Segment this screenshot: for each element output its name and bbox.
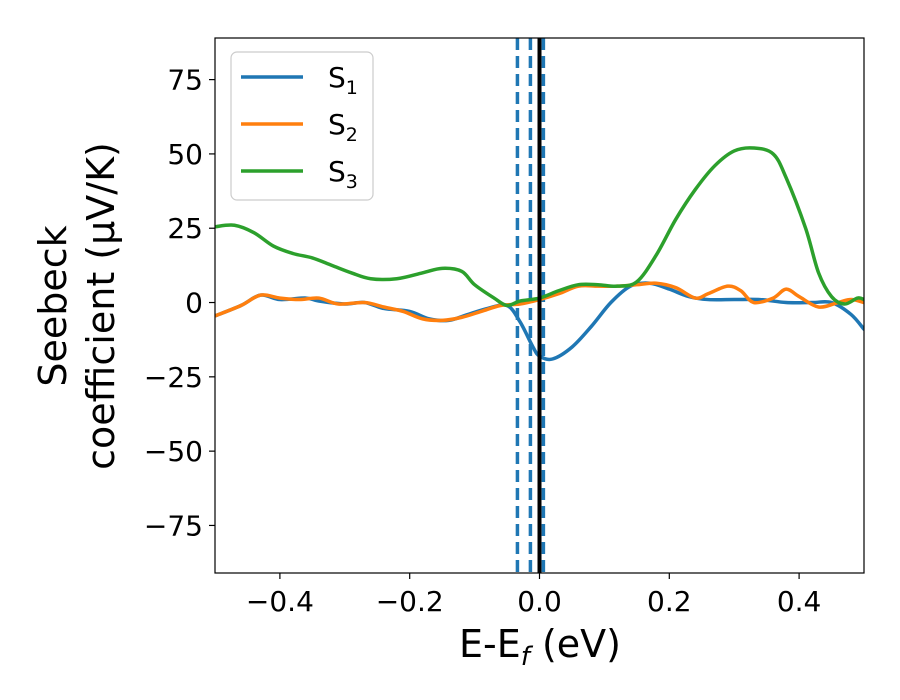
series-lines <box>215 38 864 573</box>
series-line-s2 <box>215 281 864 323</box>
y-axis-ticks: 75 50 25 0 −25 −50 −75 <box>144 64 215 542</box>
x-tick-label: 0.4 <box>777 585 822 618</box>
y-axis-label-line1: Seebeck <box>31 225 75 386</box>
legend-label-s1: S1 <box>328 61 358 99</box>
x-tick-label: 0.2 <box>647 585 692 618</box>
x-axis-label: E-Ef (eV) <box>459 622 621 672</box>
y-tick-label: −25 <box>144 361 203 394</box>
x-axis-ticks: −0.4 −0.2 0.0 0.2 0.4 <box>246 573 821 618</box>
y-axis-label: Seebeck coefficient (μV/K) <box>31 142 123 470</box>
legend-label-s2: S2 <box>328 108 358 146</box>
y-tick-label: 75 <box>167 64 203 97</box>
x-tick-label: −0.4 <box>246 585 314 618</box>
legend: S1 S2 S3 <box>230 51 374 201</box>
y-tick-label: −75 <box>144 509 203 542</box>
y-tick-label: 0 <box>185 287 203 320</box>
y-tick-label: −50 <box>144 435 203 468</box>
x-axis-label-main: E-E <box>459 622 521 666</box>
y-axis-label-line2: coefficient (μV/K) <box>79 142 123 470</box>
x-tick-label: 0.0 <box>517 585 562 618</box>
y-tick-label: 50 <box>167 138 203 171</box>
series-line-s3 <box>215 146 864 308</box>
y-tick-label: 25 <box>167 212 203 245</box>
x-axis-label-unit: (eV) <box>530 622 621 666</box>
legend-label-s3: S3 <box>328 155 358 193</box>
legend-box <box>230 51 374 201</box>
x-tick-label: −0.2 <box>376 585 444 618</box>
